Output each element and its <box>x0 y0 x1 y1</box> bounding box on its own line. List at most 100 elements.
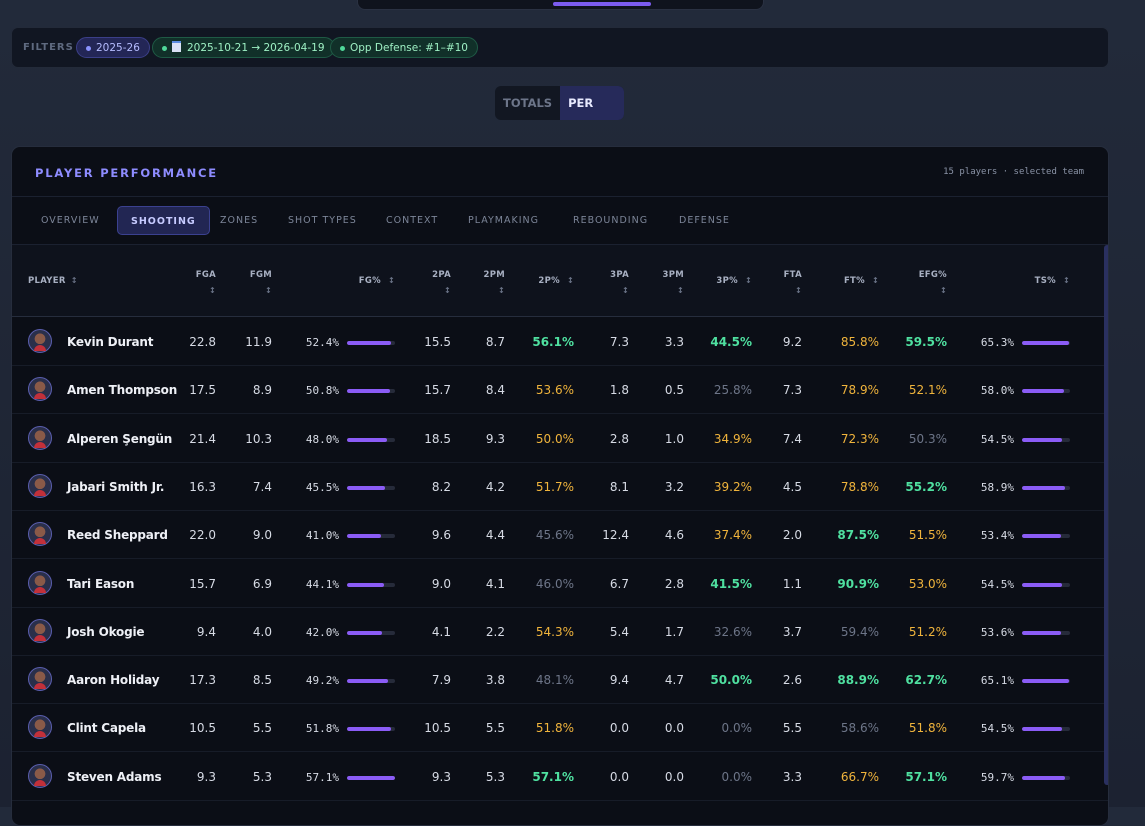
player-row[interactable]: Clint Capela 10.5 5.5 51.8% 10.5 5.5 51.8% 0.0 0… <box>12 704 1108 753</box>
stat-cell: 45.5% <box>305 480 339 494</box>
stat-cell: 1.8 <box>609 383 629 398</box>
player-row[interactable]: Josh Okogie 9.4 4.0 42.0% 4.1 2.2 54.3% 5.4 1.7 3… <box>12 608 1108 656</box>
stat-cell: 51.8% <box>305 722 339 736</box>
player-name: Jabari Smith Jr. <box>67 479 165 494</box>
stat-cell: 50.0% <box>535 431 574 446</box>
player-avatar <box>28 473 52 498</box>
player-name: Josh Okogie <box>67 624 145 639</box>
column-header[interactable]: 3PM ↕ <box>662 267 684 299</box>
tab[interactable]: CONTEXT <box>386 215 439 226</box>
column-header[interactable]: 2PM ↕ <box>483 267 505 299</box>
column-header[interactable]: FGM ↕ <box>250 267 272 299</box>
player-row[interactable]: Amen Thompson 17.5 8.9 50.8% 15.7 8.4 53.6% 1.8… <box>12 366 1108 415</box>
season-chip[interactable]: 2025-26 <box>76 37 150 58</box>
stat-cell: 45.6% <box>535 528 574 543</box>
player-panel: PLAYER PERFORMANCE 15 players · selected… <box>11 146 1109 826</box>
stat-cell: 8.2 <box>431 479 451 494</box>
stat-cell: 34.9% <box>713 431 752 446</box>
stat-bar <box>1022 727 1062 732</box>
column-header[interactable]: 3PA ↕ <box>610 267 629 299</box>
date-chip[interactable]: 2025-10-21 → 2026-04-19 <box>152 37 335 58</box>
player-name: Clint Capela <box>67 721 146 736</box>
column-label: FGA <box>195 270 216 280</box>
stat-cell: 0.0 <box>664 769 684 784</box>
stat-bar-track <box>1022 775 1070 780</box>
stat-cell: 0.0 <box>609 721 629 736</box>
column-header[interactable]: FTA ↕ <box>784 267 802 299</box>
player-row[interactable]: Jabari Smith Jr. 16.3 7.4 45.5% 8.2 4.2 51.7% 8… <box>12 463 1108 511</box>
column-header[interactable]: FGA ↕ <box>196 267 216 299</box>
player-row[interactable]: Tari Eason 15.7 6.9 44.1% 9.0 4.1 46.0% 6.7 2.8 4… <box>12 560 1108 608</box>
stat-cell: 85.8% <box>840 335 879 349</box>
stat-bar-track <box>1022 341 1070 345</box>
player-name: Tari Eason <box>67 576 135 591</box>
stat-cell: 5.3 <box>485 769 505 784</box>
stat-cell: 2.8 <box>664 576 684 591</box>
scrollbar[interactable] <box>1104 245 1108 785</box>
stat-cell: 17.5 <box>189 383 216 398</box>
toggle-option[interactable]: PER 100 <box>560 86 624 120</box>
stat-cell: 51.2% <box>908 624 947 639</box>
stat-cell: 2.8 <box>609 431 629 446</box>
stat-cell: 53.6% <box>980 625 1014 639</box>
toggle-option[interactable]: TOTALS <box>503 96 553 110</box>
top-nav <box>357 0 764 10</box>
column-header[interactable]: FG% ↕ <box>359 276 395 286</box>
stat-cell: 50.3% <box>908 431 947 446</box>
stat-cell: 7.3 <box>609 335 629 349</box>
stat-bar <box>347 389 390 394</box>
column-label: FT% <box>843 276 865 286</box>
stat-cell: 90.9% <box>837 576 879 591</box>
stat-cell: 54.5% <box>980 432 1014 446</box>
tab[interactable]: PLAYMAKING <box>468 215 539 226</box>
panel-meta: 15 players · selected team <box>943 167 1084 177</box>
column-header[interactable]: 2PA ↕ <box>432 267 451 299</box>
player-row[interactable]: Kevin Durant 22.8 11.9 52.4% 15.5 8.7 56.1% 7.3… <box>12 318 1108 366</box>
stat-cell: 16.3 <box>189 479 216 494</box>
stat-bar-track <box>347 485 395 490</box>
player-row[interactable]: Steven Adams 9.3 5.3 57.1% 9.3 5.3 57.1% 0.0 0.0… <box>12 753 1108 801</box>
column-header[interactable]: 2P% ↕ <box>538 276 574 286</box>
tab[interactable]: DEFENSE <box>679 215 730 226</box>
stat-cell: 58.9% <box>980 480 1014 494</box>
tab[interactable]: SHOOTING <box>117 206 210 235</box>
player-name: Amen Thompson <box>67 383 178 398</box>
player-name: Reed Sheppard <box>67 528 168 543</box>
column-label: 3PM <box>662 270 684 280</box>
player-row[interactable]: Reed Sheppard 22.0 9.0 41.0% 9.6 4.4 45.6% 12.4… <box>12 511 1108 560</box>
tab[interactable]: SHOT TYPES <box>288 215 357 226</box>
tab[interactable]: ZONES <box>220 215 259 226</box>
stat-cell: 9.0 <box>252 528 272 543</box>
stat-cell: 9.3 <box>196 769 216 784</box>
player-row[interactable]: Aaron Holiday 17.3 8.5 49.2% 7.9 3.8 48.1% 9.4 4… <box>12 656 1108 705</box>
tab[interactable]: REBOUNDING <box>573 215 649 226</box>
stat-cell: 58.6% <box>840 721 879 736</box>
stat-cell: 25.8% <box>713 383 752 398</box>
column-header[interactable]: 3P% ↕ <box>716 276 752 286</box>
column-label: FGM <box>249 270 272 280</box>
column-header[interactable]: TS% ↕ <box>1035 276 1070 286</box>
column-header[interactable]: EFG% ↕ <box>919 267 947 299</box>
player-row[interactable]: Alperen Şengün 21.4 10.3 48.0% 18.5 9.3 50.0% 2… <box>12 415 1108 463</box>
stat-cell: 57.1% <box>905 769 947 784</box>
stat-bar-track <box>1022 582 1070 587</box>
stat-bar-track <box>347 582 395 587</box>
stat-cell: 56.1% <box>532 335 574 349</box>
stat-cell: 15.7 <box>424 383 451 398</box>
player-avatar <box>28 425 52 450</box>
stat-cell: 4.1 <box>431 624 451 639</box>
stat-bar-track <box>1022 679 1070 684</box>
stat-cell: 11.9 <box>245 335 272 349</box>
stat-cell: 58.0% <box>980 384 1014 398</box>
column-header[interactable]: PLAYER ↕ <box>28 276 78 286</box>
stat-cell: 3.7 <box>782 624 802 639</box>
stat-cell: 57.1% <box>532 769 574 784</box>
tab[interactable]: OVERVIEW <box>41 215 100 226</box>
defense-chip[interactable]: Opp Defense: #1–#10 <box>330 37 478 58</box>
stat-cell: 7.4 <box>252 479 272 494</box>
column-header[interactable]: FT% ↕ <box>844 276 879 286</box>
stat-cell: 72.3% <box>840 431 879 446</box>
stat-cell: 48.0% <box>305 432 339 446</box>
stat-cell: 12.4 <box>602 528 629 543</box>
